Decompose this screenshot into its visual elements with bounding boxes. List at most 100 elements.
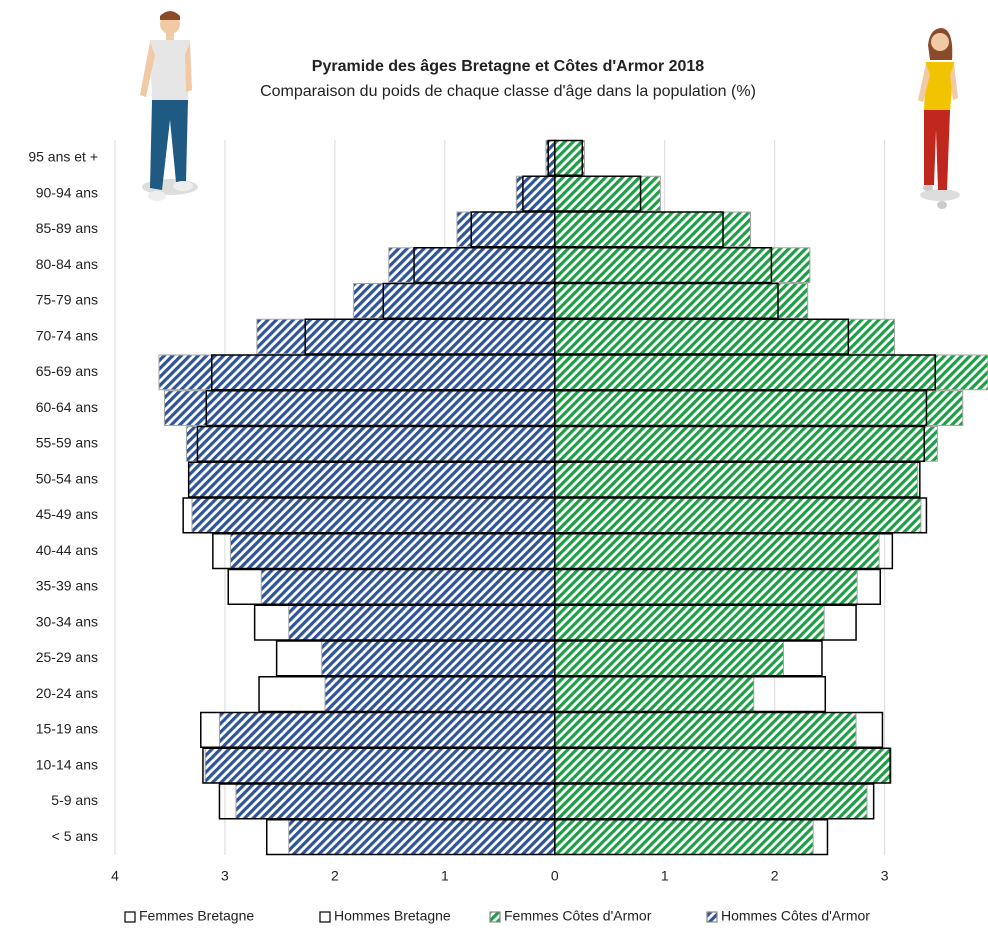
bar (235, 783, 556, 820)
x-tick-label: 4 (111, 868, 119, 884)
bar (554, 604, 825, 641)
bar (547, 139, 556, 176)
legend-swatch (319, 911, 331, 923)
legend-label: Femmes Bretagne (139, 908, 254, 924)
bar (554, 461, 919, 498)
x-tick-label: 2 (771, 868, 779, 884)
legend-swatch (489, 911, 501, 923)
bar (158, 354, 556, 391)
bar (304, 318, 556, 355)
bar (196, 425, 556, 462)
y-tick-label: 95 ans et + (28, 149, 98, 165)
y-tick-label: 35-39 ans (36, 578, 98, 594)
x-tick-label: 1 (661, 868, 669, 884)
bar (163, 390, 556, 426)
bar (205, 390, 556, 427)
bar (554, 390, 964, 426)
bar (388, 247, 556, 283)
bar (188, 461, 556, 498)
bar (321, 640, 556, 677)
y-tick-label: 85-89 ans (36, 220, 98, 236)
chart-subtitle: Comparaison du poids de chaque classe d'… (260, 83, 756, 100)
bar (554, 569, 858, 605)
bar (218, 712, 556, 748)
bar (275, 640, 556, 677)
bar (211, 354, 556, 391)
y-tick-label: 65-69 ans (36, 363, 98, 379)
bar (554, 426, 938, 462)
x-tick-label: 3 (221, 868, 229, 884)
y-tick-label: 5-9 ans (51, 792, 98, 808)
y-tick-label: 10-14 ans (36, 756, 98, 772)
bar (554, 318, 896, 355)
y-tick-label: 25-29 ans (36, 649, 98, 665)
bar (187, 461, 556, 498)
woman-figure (918, 28, 960, 209)
bar (265, 819, 556, 856)
bar (185, 426, 556, 462)
bar (200, 711, 556, 748)
bar (554, 676, 755, 712)
bar (554, 819, 814, 855)
bar (353, 283, 556, 319)
bar (554, 354, 988, 391)
bar (256, 318, 556, 355)
bar (554, 783, 868, 820)
bar (554, 497, 922, 534)
bar (382, 282, 556, 319)
x-tick-label: 2 (331, 868, 339, 884)
bar (515, 175, 556, 212)
y-tick-label: 20-24 ans (36, 685, 98, 701)
y-tick-label: 60-64 ans (36, 399, 98, 415)
bar (545, 140, 556, 176)
bar (288, 819, 556, 855)
bar (229, 533, 556, 569)
legend-item: Hommes Bretagne (319, 908, 451, 924)
bar (191, 497, 556, 534)
bar (554, 640, 784, 677)
bar (218, 783, 556, 820)
man-figure (140, 11, 198, 201)
bar (470, 211, 556, 248)
x-tick-label: 1 (441, 868, 449, 884)
y-tick-label: 75-79 ans (36, 292, 98, 308)
bar (253, 604, 556, 641)
legend-label: Femmes Côtes d'Armor (504, 908, 652, 924)
x-tick-label: 0 (551, 868, 559, 884)
y-tick-label: 90-94 ans (36, 184, 98, 200)
bar (554, 712, 857, 748)
bar (260, 569, 556, 605)
legend-item: Femmes Bretagne (124, 908, 254, 924)
bar (456, 211, 556, 248)
bar (554, 747, 892, 784)
chart-title: Pyramide des âges Bretagne et Côtes d'Ar… (312, 58, 705, 75)
bar (554, 283, 809, 319)
y-tick-label: 45-49 ans (36, 506, 98, 522)
y-tick-label: 55-59 ans (36, 435, 98, 451)
bar (522, 175, 556, 212)
bar (554, 211, 752, 248)
bar (324, 676, 556, 712)
bar (258, 676, 556, 713)
bar (554, 175, 661, 212)
x-tick-label: 3 (881, 868, 889, 884)
bar (413, 247, 556, 284)
y-tick-label: 30-34 ans (36, 613, 98, 629)
y-tick-label: 40-44 ans (36, 542, 98, 558)
legend-item: Femmes Côtes d'Armor (489, 908, 652, 924)
legend-swatch (706, 911, 718, 923)
bar (204, 747, 556, 784)
y-tick-label: < 5 ans (52, 828, 98, 844)
legend-label: Hommes Bretagne (334, 908, 451, 924)
legend-label: Hommes Côtes d'Armor (721, 908, 870, 924)
legend-item: Hommes Côtes d'Armor (706, 908, 870, 924)
bar (202, 747, 556, 784)
bar (554, 140, 585, 176)
bar (227, 568, 556, 605)
bar (212, 533, 556, 570)
y-tick-label: 15-19 ans (36, 721, 98, 737)
bar (288, 604, 556, 641)
bar (182, 497, 556, 534)
y-tick-label: 70-74 ans (36, 327, 98, 343)
